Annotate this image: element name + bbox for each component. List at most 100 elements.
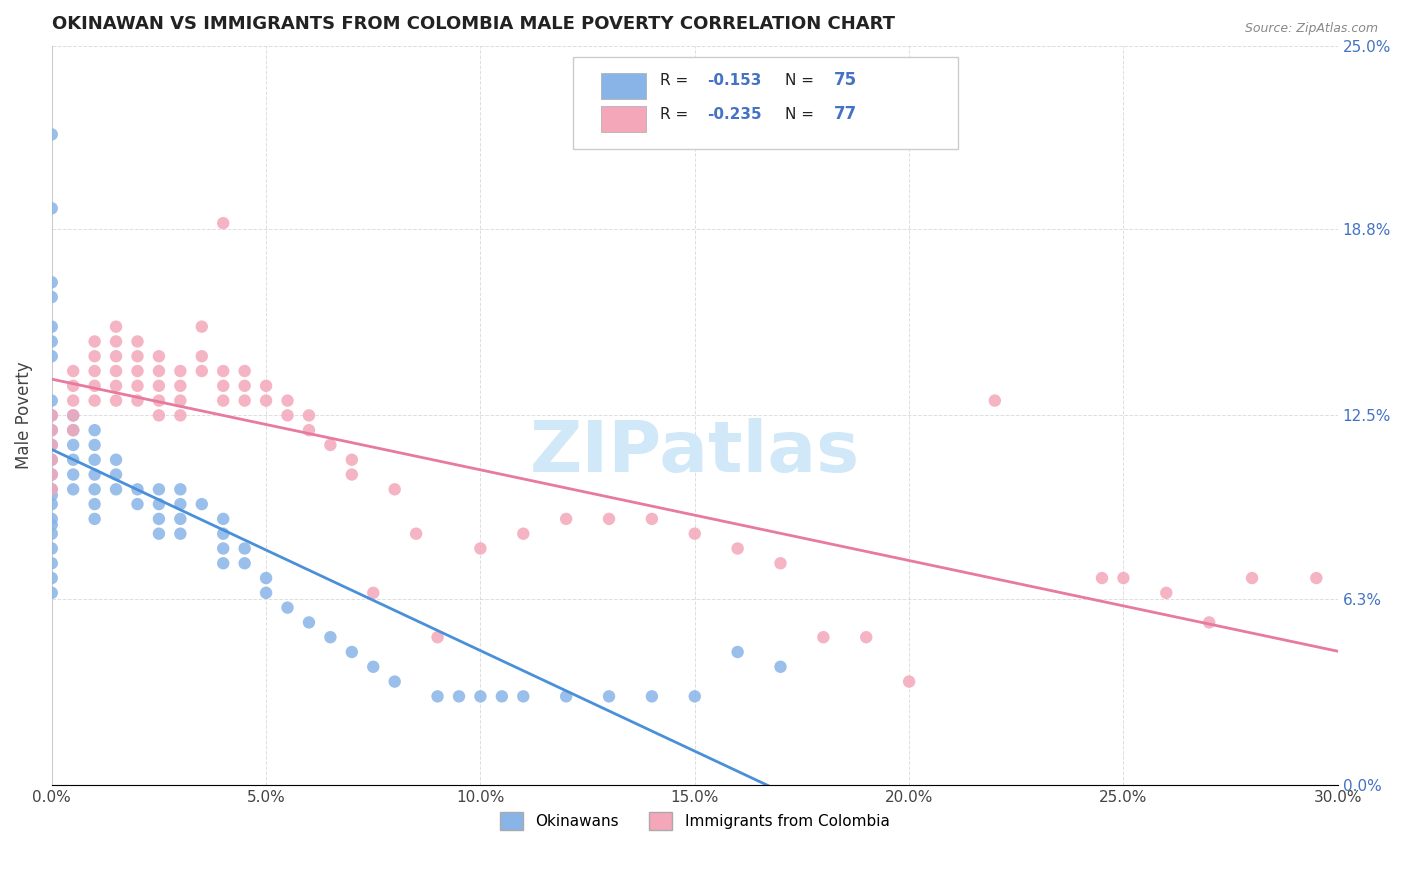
Point bbox=[127, 334, 149, 349]
Point bbox=[105, 349, 128, 363]
Point bbox=[105, 452, 128, 467]
Point bbox=[41, 319, 63, 334]
Point bbox=[233, 364, 256, 378]
Point bbox=[405, 526, 427, 541]
Point bbox=[491, 690, 513, 704]
Point bbox=[1240, 571, 1263, 585]
Point bbox=[41, 497, 63, 511]
Point bbox=[361, 586, 384, 600]
Point bbox=[298, 423, 321, 437]
Point bbox=[105, 393, 128, 408]
Point bbox=[41, 541, 63, 556]
Text: 77: 77 bbox=[834, 105, 856, 123]
Point bbox=[41, 438, 63, 452]
Point bbox=[41, 128, 63, 142]
Point bbox=[148, 349, 170, 363]
Point bbox=[169, 409, 191, 423]
Point bbox=[62, 423, 84, 437]
Point bbox=[41, 452, 63, 467]
Point bbox=[169, 526, 191, 541]
Point bbox=[41, 483, 63, 497]
Point bbox=[212, 541, 235, 556]
Point bbox=[127, 379, 149, 393]
Point bbox=[41, 488, 63, 502]
Point bbox=[105, 334, 128, 349]
Point bbox=[254, 379, 277, 393]
Text: R =: R = bbox=[659, 73, 693, 88]
Point bbox=[727, 541, 749, 556]
Point bbox=[83, 334, 105, 349]
Point bbox=[62, 467, 84, 482]
Point bbox=[276, 393, 298, 408]
Point bbox=[340, 467, 363, 482]
Point bbox=[641, 512, 664, 526]
Point bbox=[1156, 586, 1178, 600]
Point bbox=[555, 512, 578, 526]
Point bbox=[1198, 615, 1220, 630]
Point bbox=[148, 526, 170, 541]
Point bbox=[212, 216, 235, 230]
Point bbox=[148, 409, 170, 423]
Text: N =: N = bbox=[785, 107, 818, 122]
Point bbox=[41, 556, 63, 570]
Point bbox=[41, 467, 63, 482]
Point bbox=[512, 690, 534, 704]
Point bbox=[41, 275, 63, 289]
Point bbox=[683, 526, 706, 541]
Point bbox=[41, 423, 63, 437]
Point bbox=[984, 393, 1007, 408]
Point bbox=[1112, 571, 1135, 585]
Point bbox=[683, 690, 706, 704]
Point bbox=[127, 393, 149, 408]
Point bbox=[41, 349, 63, 363]
Point bbox=[127, 364, 149, 378]
Bar bbox=[600, 73, 645, 99]
Point bbox=[41, 409, 63, 423]
Point bbox=[361, 660, 384, 674]
Point bbox=[41, 290, 63, 304]
Point bbox=[62, 379, 84, 393]
Point bbox=[384, 674, 406, 689]
Point bbox=[298, 615, 321, 630]
Point bbox=[254, 586, 277, 600]
Point bbox=[426, 630, 449, 644]
FancyBboxPatch shape bbox=[572, 57, 959, 149]
Point bbox=[641, 690, 664, 704]
Point bbox=[855, 630, 877, 644]
Point bbox=[127, 483, 149, 497]
Point bbox=[169, 379, 191, 393]
Point bbox=[41, 586, 63, 600]
Point bbox=[191, 319, 214, 334]
Point bbox=[254, 571, 277, 585]
Point bbox=[512, 526, 534, 541]
Point bbox=[105, 483, 128, 497]
Text: ZIPatlas: ZIPatlas bbox=[530, 417, 860, 487]
Point bbox=[41, 423, 63, 437]
Point bbox=[598, 690, 620, 704]
Point bbox=[169, 483, 191, 497]
Point bbox=[41, 334, 63, 349]
Point bbox=[148, 512, 170, 526]
Point bbox=[41, 452, 63, 467]
Point bbox=[169, 364, 191, 378]
Y-axis label: Male Poverty: Male Poverty bbox=[15, 361, 32, 469]
Point bbox=[212, 556, 235, 570]
Point bbox=[598, 512, 620, 526]
Point bbox=[191, 364, 214, 378]
Text: 75: 75 bbox=[834, 71, 856, 89]
Point bbox=[233, 541, 256, 556]
Point bbox=[41, 393, 63, 408]
Point bbox=[233, 393, 256, 408]
Point bbox=[41, 512, 63, 526]
Point bbox=[83, 379, 105, 393]
Point bbox=[83, 393, 105, 408]
Point bbox=[1305, 571, 1327, 585]
Point bbox=[212, 379, 235, 393]
Point bbox=[83, 497, 105, 511]
Point bbox=[62, 393, 84, 408]
Point bbox=[41, 467, 63, 482]
Text: -0.153: -0.153 bbox=[707, 73, 762, 88]
Point bbox=[83, 467, 105, 482]
Point bbox=[254, 393, 277, 408]
Point bbox=[470, 690, 492, 704]
